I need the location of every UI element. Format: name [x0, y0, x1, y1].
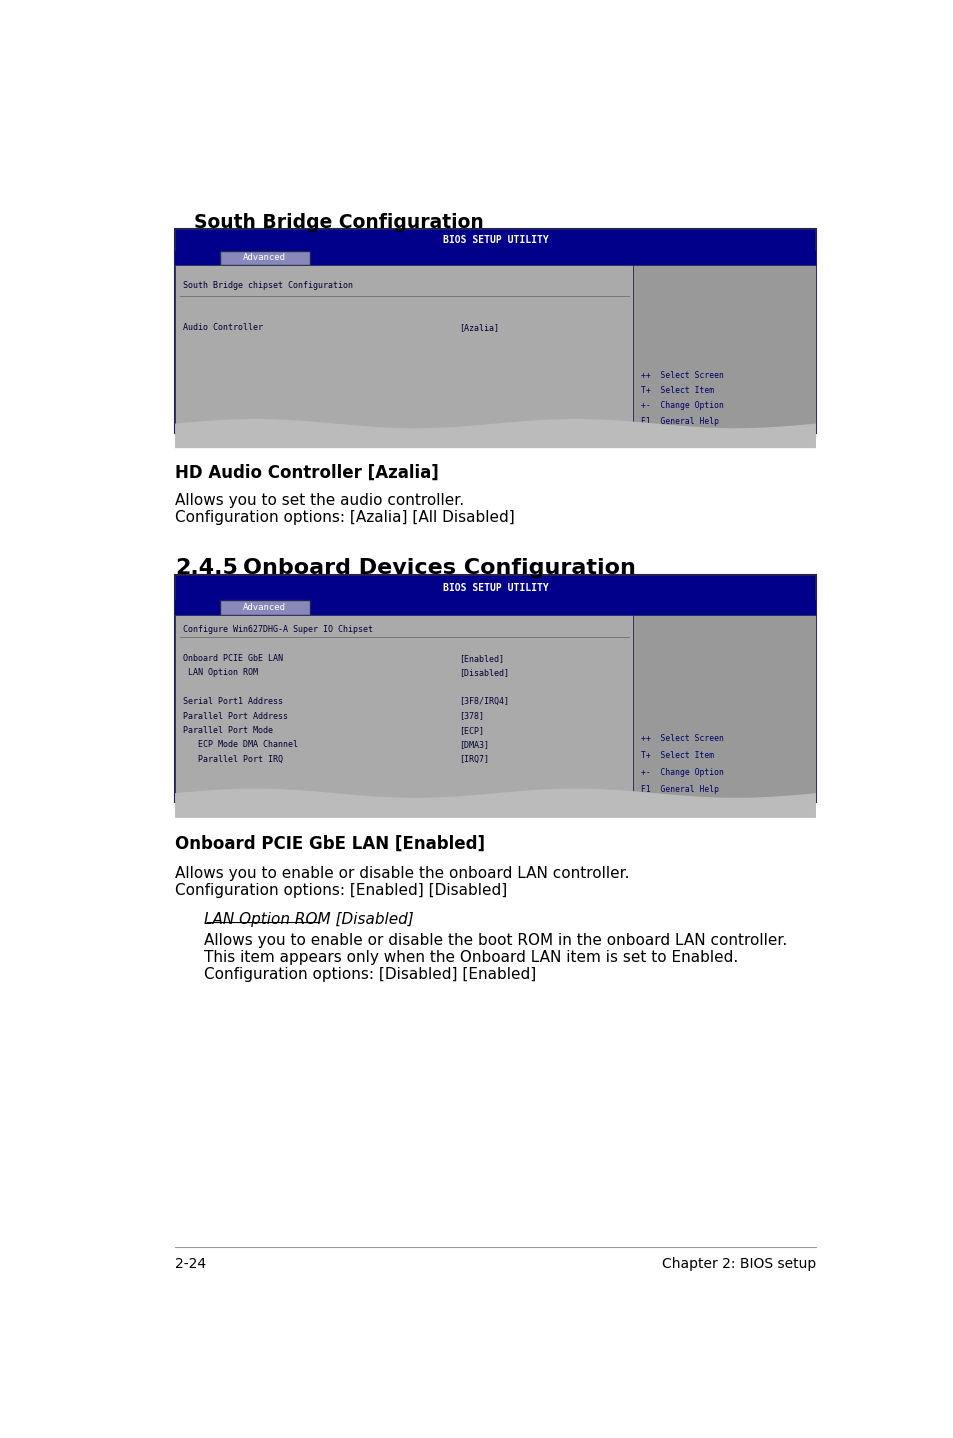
Text: F1  General Help: F1 General Help: [640, 785, 719, 794]
Text: 2-24: 2-24: [174, 1257, 206, 1271]
Text: Allows you to set the audio controller.: Allows you to set the audio controller.: [174, 493, 464, 508]
Text: [ECP]: [ECP]: [458, 726, 484, 735]
Text: HD Audio Controller [Azalia]: HD Audio Controller [Azalia]: [174, 463, 438, 482]
Text: Advanced: Advanced: [243, 253, 286, 263]
Text: Onboard Devices Configuration: Onboard Devices Configuration: [243, 558, 636, 578]
Text: LAN Option ROM [Disabled]: LAN Option ROM [Disabled]: [204, 912, 414, 926]
Text: Configure Win627DHG-A Super IO Chipset: Configure Win627DHG-A Super IO Chipset: [183, 626, 373, 634]
Text: BIOS SETUP UTILITY: BIOS SETUP UTILITY: [442, 582, 548, 592]
Text: Serial Port1 Address: Serial Port1 Address: [183, 697, 282, 706]
FancyBboxPatch shape: [174, 600, 815, 615]
Text: T+  Select Item: T+ Select Item: [640, 751, 714, 761]
Text: Parallel Port Address: Parallel Port Address: [183, 712, 288, 720]
FancyBboxPatch shape: [174, 575, 815, 802]
Text: [378]: [378]: [458, 712, 484, 720]
FancyBboxPatch shape: [174, 615, 633, 802]
Text: [IRQ7]: [IRQ7]: [458, 755, 489, 764]
Text: Configuration options: [Enabled] [Disabled]: Configuration options: [Enabled] [Disabl…: [174, 883, 507, 897]
Text: Advanced: Advanced: [243, 604, 286, 613]
Text: ++  Select Screen: ++ Select Screen: [640, 735, 723, 743]
Text: Parallel Port IRQ: Parallel Port IRQ: [183, 755, 282, 764]
Text: F1  General Help: F1 General Help: [640, 417, 719, 426]
Text: Onboard PCIE GbE LAN: Onboard PCIE GbE LAN: [183, 654, 282, 663]
Text: Configuration options: [Disabled] [Enabled]: Configuration options: [Disabled] [Enabl…: [204, 968, 537, 982]
Text: Parallel Port Mode: Parallel Port Mode: [183, 726, 273, 735]
Text: +-  Change Option: +- Change Option: [640, 401, 723, 410]
Text: [Azalia]: [Azalia]: [458, 324, 498, 332]
Text: +-  Change Option: +- Change Option: [640, 768, 723, 777]
Text: South Bridge chipset Configuration: South Bridge chipset Configuration: [183, 282, 353, 290]
Text: [Enabled]: [Enabled]: [458, 654, 503, 663]
Text: T+  Select Item: T+ Select Item: [640, 387, 714, 395]
Text: Allows you to enable or disable the boot ROM in the onboard LAN controller.: Allows you to enable or disable the boot…: [204, 933, 787, 948]
Text: Allows you to enable or disable the onboard LAN controller.: Allows you to enable or disable the onbo…: [174, 866, 629, 880]
FancyBboxPatch shape: [220, 252, 310, 265]
FancyBboxPatch shape: [633, 265, 815, 433]
FancyBboxPatch shape: [633, 615, 815, 802]
Text: Configuration options: [Azalia] [All Disabled]: Configuration options: [Azalia] [All Dis…: [174, 510, 515, 525]
Text: BIOS SETUP UTILITY: BIOS SETUP UTILITY: [442, 234, 548, 244]
Polygon shape: [174, 788, 815, 818]
Text: Chapter 2: BIOS setup: Chapter 2: BIOS setup: [661, 1257, 815, 1271]
FancyBboxPatch shape: [174, 265, 633, 433]
Text: Audio Controller: Audio Controller: [183, 324, 262, 332]
Text: ECP Mode DMA Channel: ECP Mode DMA Channel: [183, 741, 297, 749]
Text: LAN Option ROM: LAN Option ROM: [183, 669, 257, 677]
Text: ++  Select Screen: ++ Select Screen: [640, 371, 723, 380]
Text: [DMA3]: [DMA3]: [458, 741, 489, 749]
Text: 2.4.5: 2.4.5: [174, 558, 237, 578]
FancyBboxPatch shape: [220, 600, 310, 615]
Text: Onboard PCIE GbE LAN [Enabled]: Onboard PCIE GbE LAN [Enabled]: [174, 835, 484, 853]
Text: South Bridge Configuration: South Bridge Configuration: [194, 213, 484, 233]
FancyBboxPatch shape: [174, 229, 815, 433]
Text: This item appears only when the Onboard LAN item is set to Enabled.: This item appears only when the Onboard …: [204, 951, 738, 965]
Text: [3F8/IRQ4]: [3F8/IRQ4]: [458, 697, 509, 706]
Text: [Disabled]: [Disabled]: [458, 669, 509, 677]
FancyBboxPatch shape: [174, 252, 815, 265]
Polygon shape: [174, 418, 815, 449]
